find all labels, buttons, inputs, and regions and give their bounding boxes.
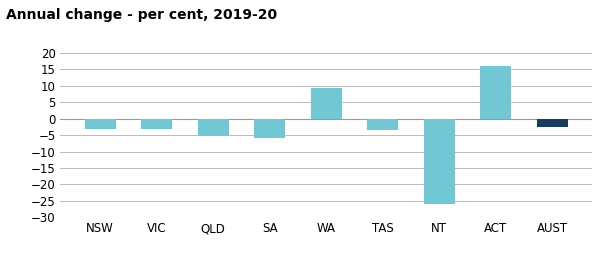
Bar bbox=[423, 119, 455, 204]
Text: Annual change - per cent, 2019-20: Annual change - per cent, 2019-20 bbox=[6, 8, 277, 22]
Bar bbox=[367, 119, 398, 130]
Bar bbox=[198, 119, 229, 136]
Bar bbox=[537, 119, 568, 127]
Bar bbox=[85, 119, 115, 129]
Bar bbox=[480, 66, 511, 119]
Bar bbox=[141, 119, 172, 129]
Bar bbox=[254, 119, 285, 138]
Bar bbox=[310, 87, 342, 119]
